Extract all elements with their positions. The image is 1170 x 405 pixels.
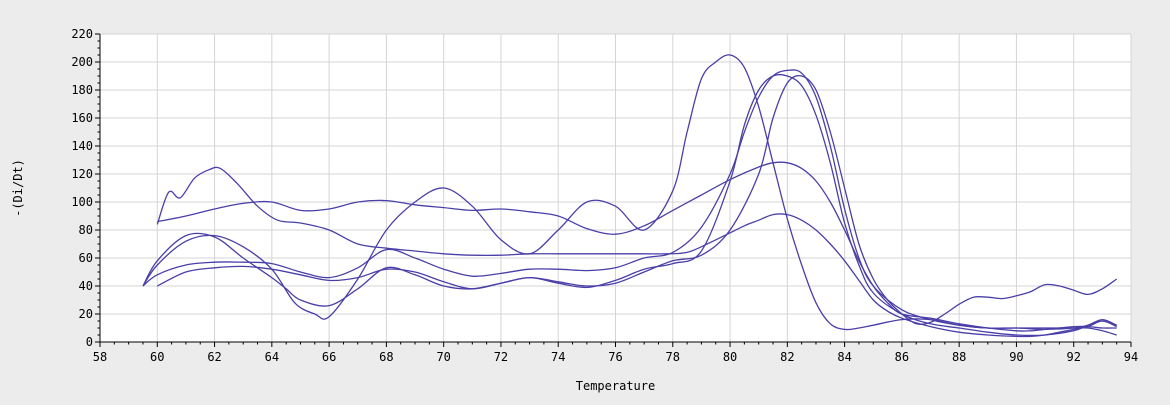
y-tick-label: 60 xyxy=(79,251,93,265)
series-line-1 xyxy=(156,166,1117,338)
series-group xyxy=(142,54,1118,338)
series-line-4 xyxy=(142,69,1117,331)
x-tick-label: 88 xyxy=(952,350,966,364)
y-tick-label: 220 xyxy=(71,27,93,41)
x-tick-label: 74 xyxy=(551,350,565,364)
y-tick-label: 160 xyxy=(71,111,93,125)
x-tick-label: 90 xyxy=(1009,350,1023,364)
y-tick-label: 20 xyxy=(79,307,93,321)
y-tick-label: 200 xyxy=(71,55,93,69)
y-tick-label: 120 xyxy=(71,167,93,181)
x-tick-label: 78 xyxy=(666,350,680,364)
y-tick-label: 40 xyxy=(79,279,93,293)
x-axis-title: Temperature xyxy=(576,379,655,393)
x-tick-label: 82 xyxy=(780,350,794,364)
x-tick-label: 70 xyxy=(436,350,450,364)
series-line-6 xyxy=(157,74,1118,326)
x-tick-label: 92 xyxy=(1066,350,1080,364)
x-tick-label: 62 xyxy=(207,350,221,364)
y-tick-label: 100 xyxy=(71,195,93,209)
y-tick-label: 180 xyxy=(71,83,93,97)
x-tick-label: 76 xyxy=(608,350,622,364)
x-tick-label: 68 xyxy=(379,350,393,364)
ticks: 58 60 62 64 66 68 70 72 74 76 78 80 82 84 86 88 90 92 94 0 2… xyxy=(71,27,1138,364)
x-tick-label: 80 xyxy=(723,350,737,364)
x-tick-label: 60 xyxy=(150,350,164,364)
x-tick-label: 66 xyxy=(322,350,336,364)
y-tick-label: 0 xyxy=(86,335,93,349)
x-tick-label: 72 xyxy=(494,350,508,364)
x-tick-label: 64 xyxy=(265,350,279,364)
x-tick-label: 58 xyxy=(93,350,107,364)
x-tick-label: 94 xyxy=(1124,350,1138,364)
y-axis-title: -(Di/Dt) xyxy=(11,159,25,217)
y-tick-label: 140 xyxy=(71,139,93,153)
y-tick-label: 80 xyxy=(79,223,93,237)
series-line-5 xyxy=(142,73,1117,337)
x-tick-label: 86 xyxy=(895,350,909,364)
x-tick-label: 84 xyxy=(837,350,851,364)
